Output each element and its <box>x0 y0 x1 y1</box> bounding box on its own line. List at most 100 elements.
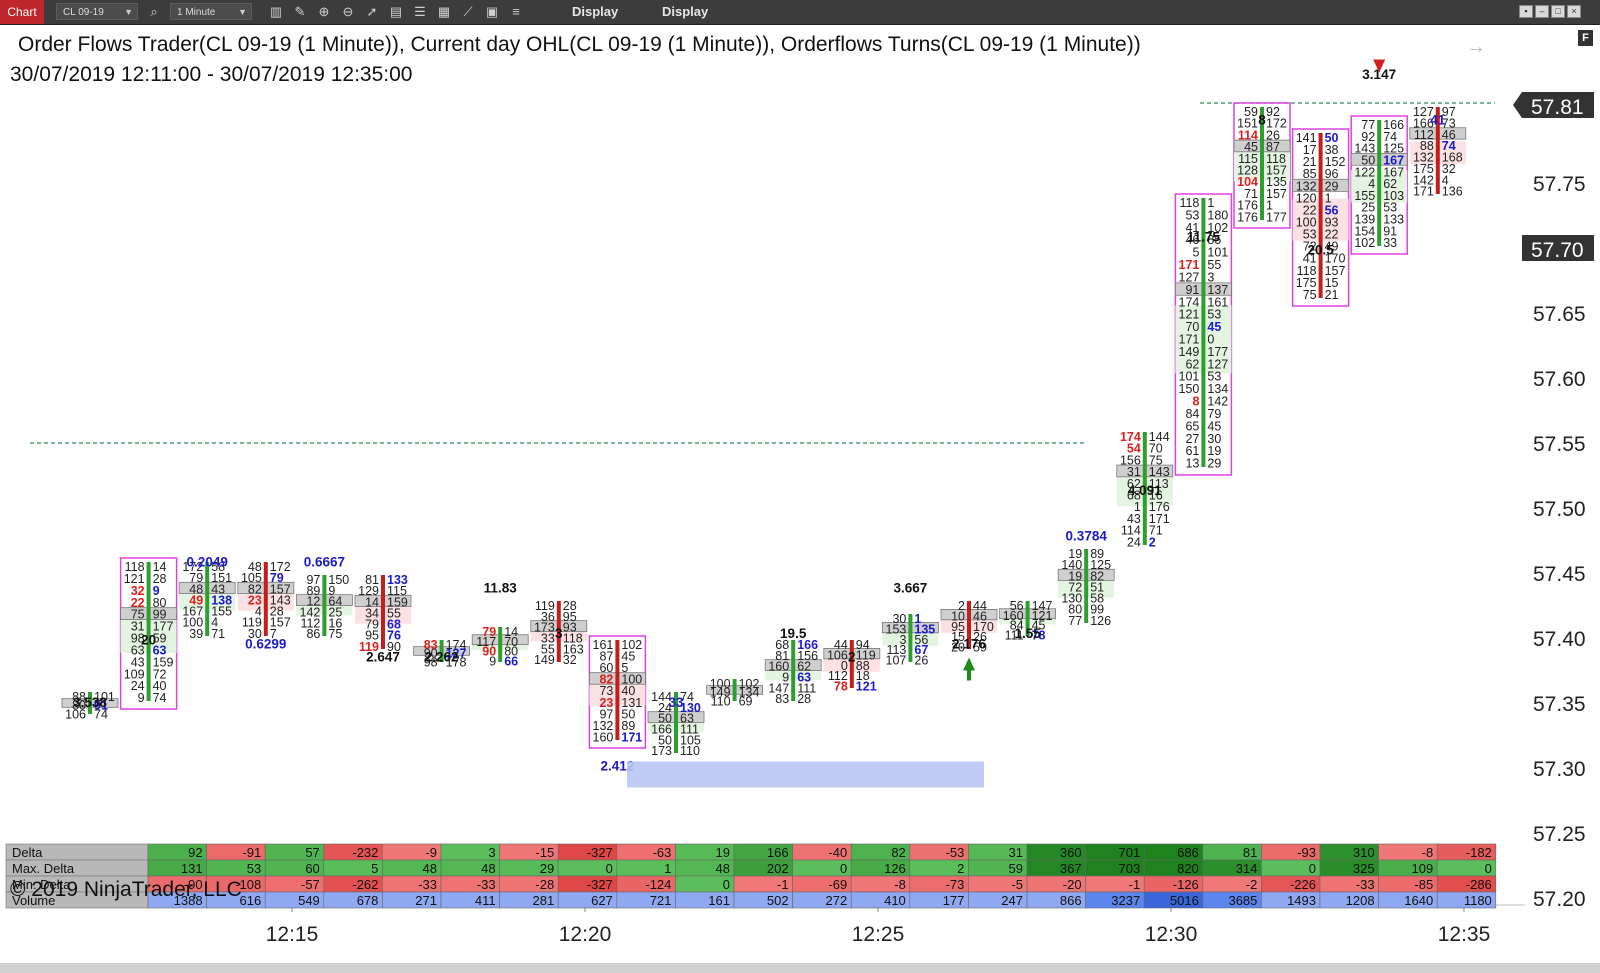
ask-volume: 157 <box>1266 187 1287 201</box>
data-box-icon[interactable]: ▤ <box>389 4 403 19</box>
tab-chart[interactable]: Chart <box>0 0 44 24</box>
bar-label: 4.091 <box>1128 483 1162 498</box>
ask-volume: 163 <box>563 642 584 656</box>
bid-volume: 176 <box>1237 199 1258 213</box>
bid-volume: 68 <box>1127 489 1141 503</box>
display-menu-2[interactable]: Display <box>662 4 709 19</box>
maximize-icon[interactable]: □ <box>1551 5 1565 18</box>
bid-volume: 160 <box>593 730 614 744</box>
bid-volume: 143 <box>1354 142 1375 156</box>
ask-volume: 93 <box>1325 216 1339 230</box>
bid-volume: 53 <box>1185 208 1199 222</box>
bid-volume: 36 <box>541 610 555 624</box>
interval-selector[interactable]: 1 Minute ▼ <box>170 3 252 20</box>
stats-value: 703 <box>1118 861 1140 876</box>
zoom-in-icon[interactable]: ⊕ <box>318 4 330 19</box>
ask-volume: 26 <box>1266 128 1280 142</box>
bar-type-icon[interactable]: ▥ <box>269 4 283 19</box>
candle-body <box>1435 107 1440 194</box>
stats-value: 1640 <box>1404 893 1433 908</box>
bid-volume: 129 <box>358 584 379 598</box>
ask-volume: 152 <box>1325 155 1346 169</box>
ask-volume: 74 <box>1383 130 1397 144</box>
bid-volume: 147 <box>768 681 789 695</box>
ask-volume: 143 <box>1149 465 1170 479</box>
templates-icon[interactable]: ▣ <box>485 4 499 19</box>
ask-volume: 171 <box>1149 512 1170 526</box>
ask-volume: 3 <box>1207 270 1214 284</box>
stats-value: 60 <box>305 861 319 876</box>
candle-body <box>263 562 268 636</box>
scroll-right-icon[interactable]: → <box>1466 36 1486 58</box>
ask-volume: 32 <box>1442 162 1456 176</box>
bid-volume: 23 <box>599 696 613 710</box>
ask-volume: 29 <box>1325 179 1339 193</box>
stats-value: 5 <box>371 861 378 876</box>
bid-volume: 91 <box>1185 283 1199 297</box>
ask-volume: 90 <box>387 640 401 654</box>
stats-value: 360 <box>1060 845 1082 860</box>
stats-row-label: Delta <box>12 845 43 860</box>
ask-volume: 118 <box>1266 152 1286 166</box>
ask-volume: 66 <box>504 654 518 668</box>
stats-row-label: Max. Delta <box>12 861 75 876</box>
f-panel-icon[interactable]: F <box>1578 30 1593 46</box>
current-price-badge <box>1522 92 1594 118</box>
bid-volume: 104 <box>1237 175 1258 189</box>
instrument-selector[interactable]: CL 09-19 ▼ <box>56 3 138 20</box>
minimize-icon[interactable]: – <box>1535 5 1549 18</box>
search-icon[interactable]: ⌕ <box>150 4 158 19</box>
bid-volume: 139 <box>1354 213 1375 227</box>
ask-volume: 180 <box>1207 208 1228 222</box>
ask-volume: 138 <box>211 593 232 607</box>
ask-volume: 74 <box>680 690 694 704</box>
pencil-icon[interactable]: ✎ <box>294 4 306 19</box>
bid-volume: 173 <box>651 744 672 758</box>
ask-volume: 102 <box>739 677 760 691</box>
stats-value: -1 <box>777 877 789 892</box>
chart-title: Order Flows Trader(CL 09-19 (1 Minute)),… <box>18 33 1141 56</box>
stats-value: 131 <box>181 861 203 876</box>
horizontal-scrollbar[interactable] <box>0 963 1600 973</box>
bid-volume: 172 <box>182 560 203 574</box>
display-menu-1[interactable]: Display <box>572 4 619 19</box>
stats-value: 410 <box>884 893 906 908</box>
bid-volume: 2 <box>958 599 965 613</box>
stats-value: -90 <box>184 877 203 892</box>
bar-label: 3.538 <box>73 695 107 710</box>
bid-volume: 81 <box>775 649 789 663</box>
bid-volume: 31 <box>1127 465 1141 479</box>
ask-volume: 30 <box>1207 432 1221 446</box>
ask-volume: 33 <box>1383 236 1397 250</box>
properties-icon[interactable]: ☰ <box>414 4 426 19</box>
bid-volume: 166 <box>1413 116 1434 130</box>
list-icon[interactable]: ≡ <box>512 4 520 19</box>
bid-volume: 14 <box>365 595 379 609</box>
stats-value: 616 <box>239 893 261 908</box>
bid-volume: 55 <box>541 642 555 656</box>
price-tick-label: 57.50 <box>1533 498 1586 521</box>
candle-body <box>1377 120 1382 246</box>
ask-volume: 1 <box>1325 191 1332 205</box>
bid-volume: 121 <box>1179 308 1200 322</box>
ask-volume: 174 <box>446 638 467 652</box>
bid-volume: 61 <box>1185 444 1199 458</box>
zoom-out-icon[interactable]: ⊖ <box>342 4 354 19</box>
stats-cell <box>1436 891 1497 909</box>
bid-volume: 174 <box>1179 295 1200 309</box>
pointer-icon[interactable]: ➚ <box>366 4 378 19</box>
stats-value: 0 <box>723 877 730 892</box>
strategies-icon[interactable]: ▦ <box>437 4 451 19</box>
price-marker-label: 57.70 <box>1531 239 1584 262</box>
ask-volume: 144 <box>1149 430 1170 444</box>
ask-volume: 1 <box>1207 196 1214 210</box>
close-icon[interactable]: × <box>1567 5 1581 18</box>
indicators-icon[interactable]: ⟋ <box>463 4 473 19</box>
bid-volume: 112 <box>828 669 848 683</box>
bar-label: 2.412 <box>601 759 635 774</box>
tile-icon[interactable]: ▪ <box>1519 5 1533 18</box>
ask-volume: 9 <box>328 584 335 598</box>
ask-volume: 9 <box>153 584 160 598</box>
